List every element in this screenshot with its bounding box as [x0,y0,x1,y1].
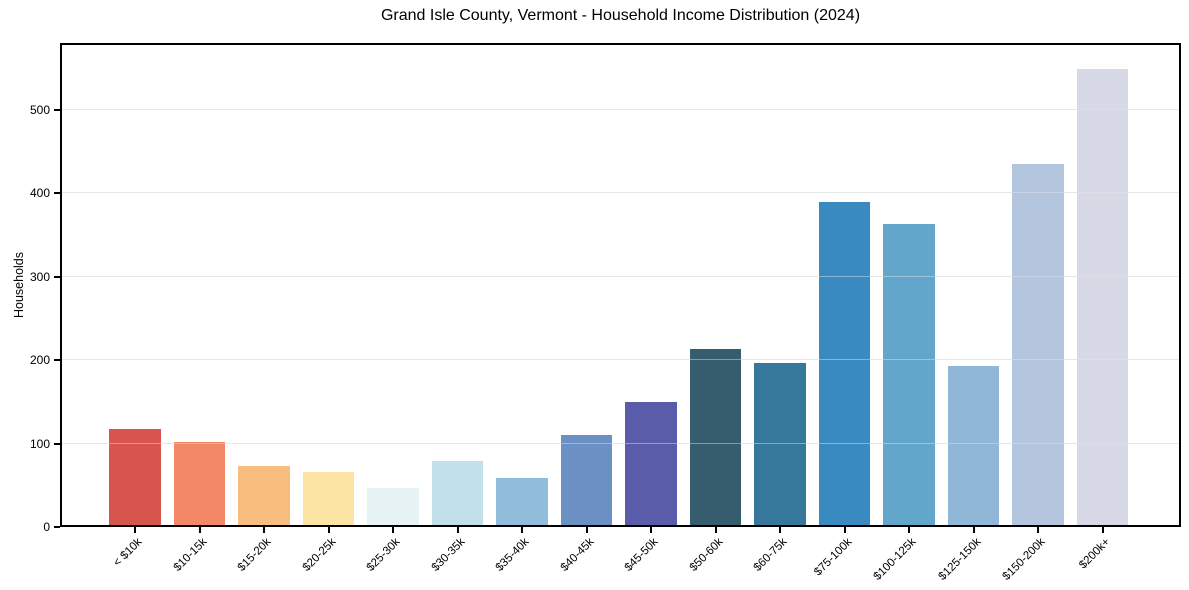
bar [367,487,419,527]
y-tick-label: 300 [29,269,50,284]
bar [818,201,871,527]
gridline-overlay [60,275,1181,277]
x-axis-tick [521,527,523,533]
gridline [60,275,1181,277]
x-axis-tick [843,527,846,533]
gridline-overlay [60,108,1181,110]
bar [1076,68,1129,527]
gridline [60,359,1181,361]
x-axis-tick [1037,527,1039,533]
chart-title: Grand Isle County, Vermont - Household I… [380,7,861,24]
bar [1012,164,1064,527]
y-tick-label: 400 [29,186,50,201]
y-tick-label: 200 [29,353,50,368]
x-axis-tick [198,527,201,533]
x-axis-tick [327,527,330,533]
bar [496,477,548,527]
y-axis-tick [54,275,60,278]
bar [625,401,677,527]
bar [947,365,1000,527]
x-axis-tick [714,527,717,533]
bar [431,461,484,527]
bar [883,224,935,527]
y-axis-tick [54,526,60,528]
x-axis-tick [1101,527,1104,533]
y-tick-label: 500 [29,102,50,117]
y-tick-label: 100 [29,436,50,451]
gridline-overlay [60,442,1181,444]
bar [689,349,742,527]
y-tick-label: 0 [43,520,50,534]
bar [173,441,226,527]
plot-area [60,43,1181,527]
x-axis-tick [456,527,459,533]
x-tick-label: < $10k [111,536,145,570]
gridline [60,442,1181,444]
gridline [60,192,1181,194]
x-axis-tick [134,527,136,533]
gridline-overlay [60,359,1181,361]
x-axis-tick [972,527,975,533]
x-axis-tick [392,527,394,533]
x-axis-tick [263,527,265,533]
x-axis-tick [779,527,781,533]
bar [109,429,161,527]
gridline-overlay [60,192,1181,194]
x-axis-tick [650,527,652,533]
y-axis-tick [54,192,60,195]
bar [238,466,290,527]
y-axis-tick [54,108,60,111]
y-axis-tick [54,359,60,362]
x-axis-tick [908,527,910,533]
y-axis-tick [54,442,60,445]
gridline [60,108,1181,110]
y-axis-label: Households [12,251,26,319]
bar [560,435,613,527]
bar [754,363,806,527]
x-axis-tick [585,527,588,533]
bar [302,471,355,527]
